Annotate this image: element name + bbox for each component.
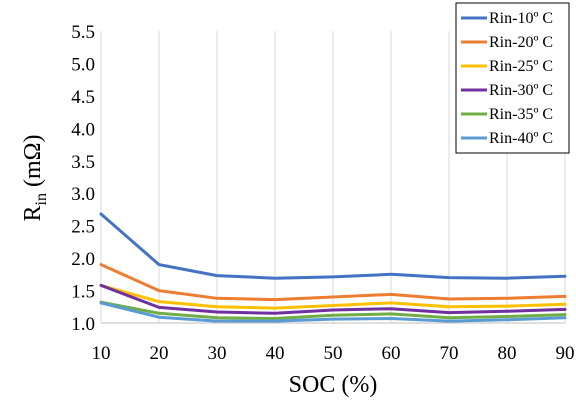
legend-box — [455, 2, 570, 154]
legend-label-5: Rin-35º C — [489, 106, 553, 123]
legend-label-3: Rin-25º C — [489, 58, 553, 75]
series-line-2 — [99, 263, 567, 302]
y-tick-label: 5.0 — [71, 54, 95, 75]
legend-label-6: Rin-40º C — [489, 130, 553, 147]
grid — [100, 31, 566, 323]
series-line-6 — [99, 301, 567, 323]
x-tick-label: 50 — [324, 343, 343, 364]
y-tick-label: 1.5 — [71, 282, 95, 303]
x-tick-label: 30 — [208, 343, 227, 364]
y-tick-label: 4.5 — [71, 87, 95, 108]
y-tick-label: 2.0 — [71, 249, 95, 270]
y-tick-label: 3.5 — [71, 152, 95, 173]
y-axis-title-sub: in — [33, 193, 50, 205]
y-tick-label: 4.0 — [71, 119, 95, 140]
legend-label-2: Rin-20º C — [489, 34, 553, 51]
x-tick-label: 40 — [266, 343, 285, 364]
series-lines — [99, 212, 567, 323]
x-tick-labels: 10 20 30 40 50 60 70 80 90 — [92, 343, 575, 364]
series-line-4 — [99, 283, 567, 315]
legend: Rin-10º C Rin-20º C Rin-25º C Rin-30º C Rin-… — [455, 2, 570, 154]
series-line-1 — [99, 212, 567, 280]
y-axis-title-unit: (mΩ) — [20, 135, 46, 194]
x-tick-label: 60 — [382, 343, 401, 364]
x-tick-label: 10 — [92, 343, 111, 364]
y-tick-label: 5.5 — [71, 22, 95, 43]
y-tick-label: 2.5 — [71, 217, 95, 238]
x-axis-title: SOC (%) — [289, 372, 378, 398]
series-line-3 — [99, 283, 567, 310]
y-axis-title: Rin (mΩ) — [20, 135, 50, 222]
y-tick-labels: 1.0 1.5 2.0 2.5 3.0 3.5 4.0 4.5 5.0 5.5 — [71, 22, 95, 335]
x-tick-label: 80 — [498, 343, 517, 364]
legend-label-1: Rin-10º C — [489, 10, 553, 27]
series-line-5 — [99, 300, 567, 320]
legend-items: Rin-10º C Rin-20º C Rin-25º C Rin-30º C Rin-… — [461, 10, 553, 147]
x-tick-label: 20 — [150, 343, 169, 364]
y-tick-label: 3.0 — [71, 184, 95, 205]
x-tick-label: 90 — [556, 343, 575, 364]
y-tick-label: 1.0 — [71, 314, 95, 335]
y-axis-title-main: R — [20, 205, 46, 221]
legend-label-4: Rin-30º C — [489, 82, 553, 99]
x-tick-label: 70 — [440, 343, 459, 364]
